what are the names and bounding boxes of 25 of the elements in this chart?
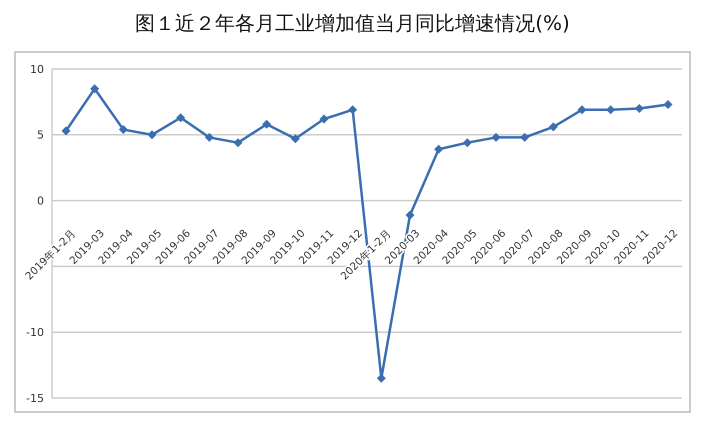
point <box>664 100 672 110</box>
y-tick-label: 0 <box>37 194 44 208</box>
point <box>434 144 444 154</box>
point <box>176 113 186 122</box>
y-tick-label: -15 <box>26 392 44 405</box>
point <box>148 130 156 140</box>
point <box>262 120 272 129</box>
y-tick-label: 10 <box>30 62 44 76</box>
point <box>62 126 70 136</box>
point <box>348 105 358 114</box>
point <box>520 132 530 142</box>
point <box>118 125 128 134</box>
point <box>548 122 558 132</box>
point <box>234 138 242 148</box>
chart-title: 图１近２年各月工业增加值当月同比增速情况(%) <box>135 11 570 35</box>
point <box>406 210 414 220</box>
point <box>204 132 214 142</box>
point <box>492 132 500 142</box>
point <box>290 134 300 144</box>
y-tick-label: -10 <box>26 326 44 340</box>
point <box>578 105 586 114</box>
point <box>320 114 328 124</box>
point <box>462 138 472 148</box>
point <box>90 84 100 94</box>
y-tick-label: 5 <box>37 128 44 142</box>
